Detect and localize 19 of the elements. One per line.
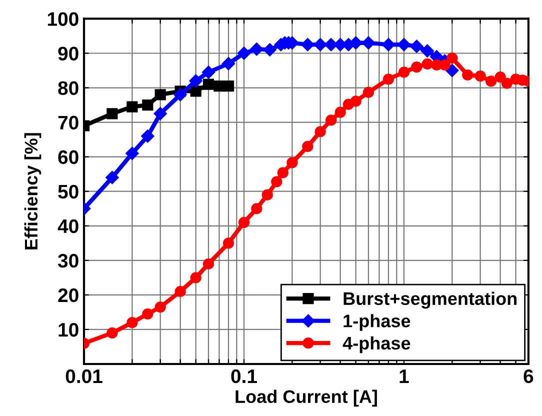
- x-axis-title: Load Current [A]: [236, 390, 377, 407]
- y-tick-label: 10: [58, 322, 78, 337]
- legend-label: Burst+segmentation: [344, 292, 517, 309]
- x-tick-label: 6: [524, 369, 534, 384]
- y-tick-label: 80: [58, 81, 78, 96]
- y-tick-label: 70: [58, 116, 78, 130]
- y-tick-label: 90: [58, 46, 78, 60]
- legend-label: 1-phase: [344, 314, 410, 331]
- y-tick-label: 100: [48, 12, 78, 26]
- y-tick-label: 40: [58, 219, 78, 234]
- x-tick-label: 0.1: [231, 369, 257, 384]
- y-tick-label: 30: [58, 254, 78, 268]
- legend-label: 4-phase: [342, 336, 410, 354]
- y-tick-label: 60: [58, 150, 78, 164]
- y-tick-label: 50: [58, 184, 78, 199]
- x-tick-label: 0.01: [66, 369, 102, 384]
- x-tick-label: 1: [400, 370, 409, 383]
- y-tick-label: 20: [58, 288, 78, 302]
- y-axis-title: Efficiency [%]: [24, 133, 42, 250]
